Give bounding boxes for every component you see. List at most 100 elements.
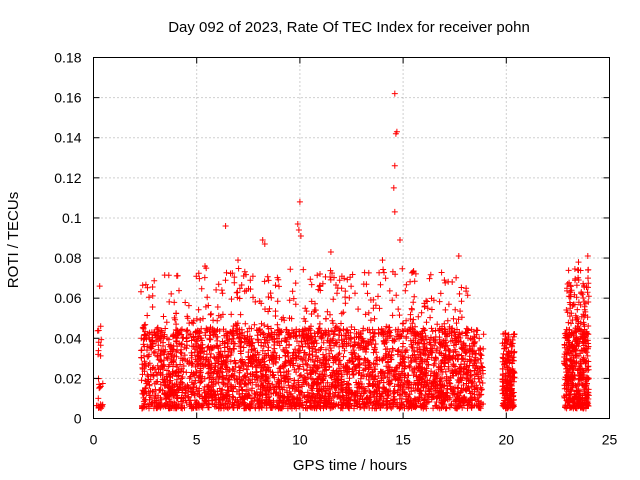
data-point [348,283,355,290]
data-point [260,343,267,350]
data-point [201,389,208,396]
data-point [366,372,373,379]
data-point [203,395,210,402]
data-point [227,270,234,277]
y-tick-label: 0.18 [54,50,81,66]
data-point [248,402,255,408]
data-point [428,349,435,356]
data-point [228,330,235,337]
data-point [350,349,357,356]
data-point [389,312,396,319]
data-point [355,329,362,336]
data-point [190,320,197,327]
data-point [431,342,438,349]
data-point [567,376,574,383]
data-point [295,379,302,386]
data-point [240,344,247,351]
data-point [415,339,422,346]
data-point [303,367,310,374]
data-point [331,383,338,390]
data-point [346,365,353,372]
data-point [386,378,393,385]
data-point [351,326,358,333]
data-point [349,355,356,361]
data-point [416,374,422,381]
data-point [399,265,406,272]
data-point [478,352,485,359]
data-point [338,273,345,280]
data-point [330,367,337,374]
data-point [234,379,241,385]
data-point [360,281,367,288]
data-point [310,391,317,398]
data-point [567,357,574,364]
data-point [258,379,265,385]
data-point [579,395,586,401]
data-point [433,373,440,380]
data-point [180,368,187,375]
data-point [411,369,418,376]
data-point [311,307,318,313]
data-point [480,401,486,407]
data-point [455,334,462,341]
data-point [302,305,309,312]
data-point [215,281,222,288]
data-point [227,358,234,365]
data-point [293,401,300,408]
data-point [245,386,251,393]
data-point [149,292,156,299]
data-point [457,308,464,315]
data-point [158,358,165,365]
data-point [251,394,258,401]
data-point [210,317,217,324]
data-point [158,396,165,403]
data-point [265,387,272,393]
data-point [253,369,259,376]
data-point [226,336,233,343]
data-point [99,401,106,408]
data-point [221,344,228,351]
data-point [336,343,343,350]
data-point [511,331,518,337]
data-point [151,277,158,284]
x-tick-label: 25 [602,432,618,448]
data-point [292,346,299,353]
data-point [205,369,212,376]
data-point [281,317,288,324]
data-point [392,271,399,278]
data-point [176,287,182,294]
data-point [177,385,184,391]
data-point [458,298,465,305]
data-point [319,280,326,287]
data-point [188,403,195,410]
data-point [327,345,334,351]
data-point [573,388,580,395]
data-point [431,369,438,376]
data-point [172,316,179,323]
data-point [239,387,246,394]
data-point [365,362,372,369]
data-point [409,352,416,359]
data-point [398,377,405,383]
data-point [585,389,592,396]
data-point [504,391,511,398]
data-point [142,281,149,288]
data-point [193,358,200,365]
data-point [183,345,190,352]
data-point [507,399,514,405]
data-point [398,400,405,407]
data-points [93,90,592,412]
data-point [138,288,144,295]
data-point [314,355,321,361]
data-point [207,354,214,361]
data-point [345,330,352,336]
data-point [365,309,372,316]
data-point [431,360,438,367]
data-point [205,404,212,411]
data-point [415,382,422,389]
data-point [585,323,592,329]
data-point [147,344,154,351]
data-point [218,387,225,394]
data-point [199,337,205,344]
data-point [411,356,418,363]
